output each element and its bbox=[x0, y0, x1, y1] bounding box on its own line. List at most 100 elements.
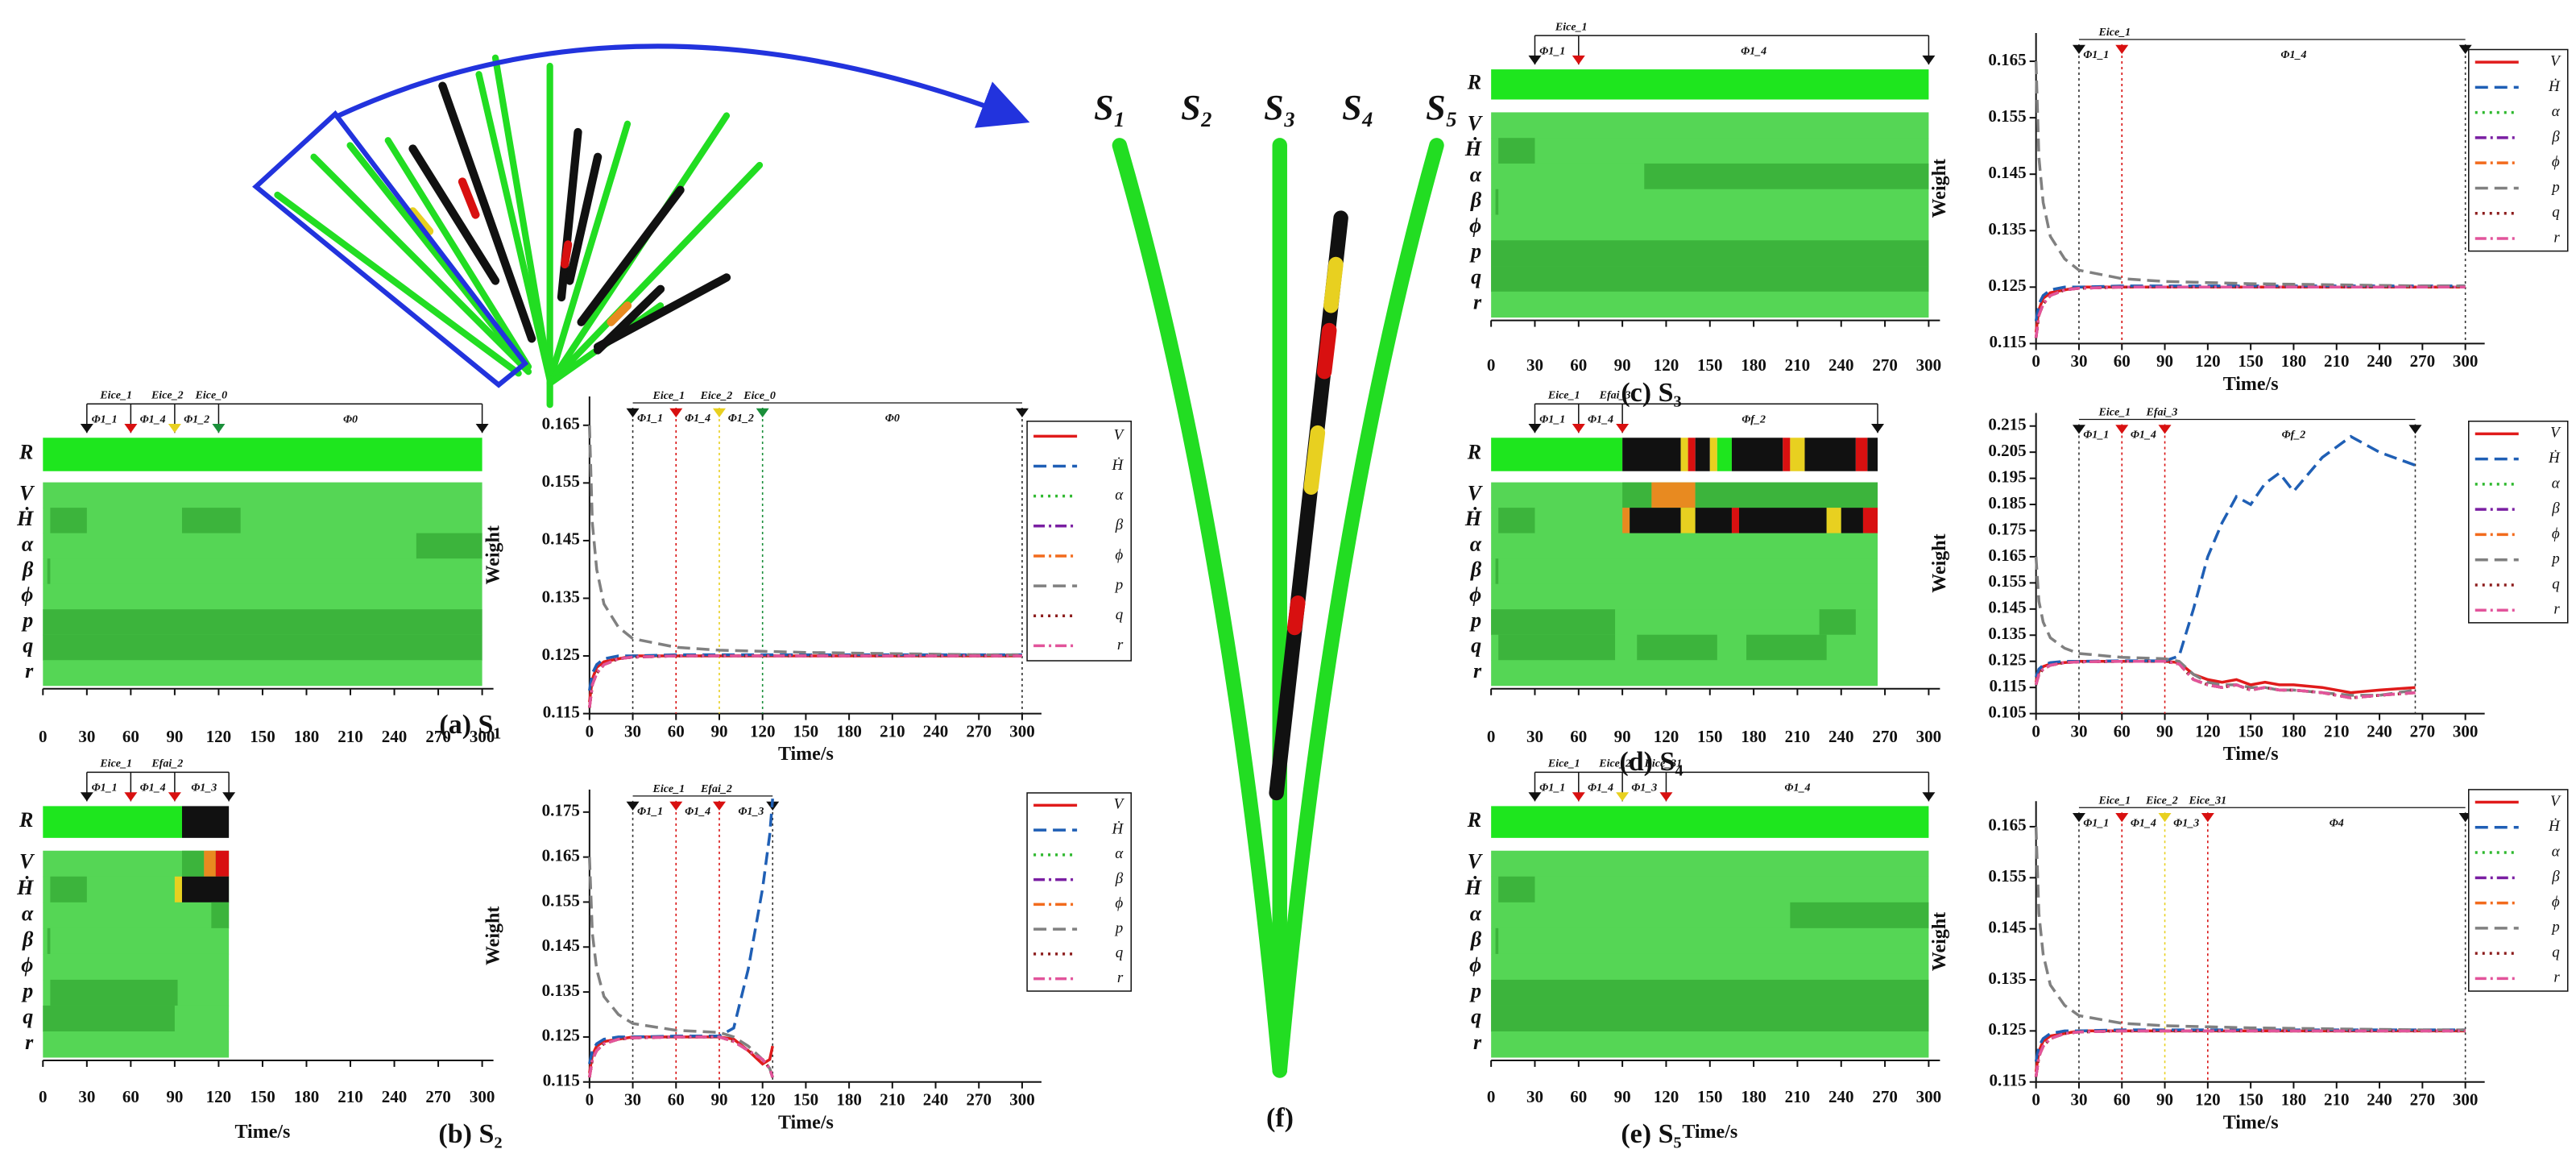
heatmap-cell bbox=[1491, 69, 1929, 100]
legend-label: V bbox=[1114, 796, 1125, 813]
event-marker bbox=[212, 424, 226, 434]
series-line bbox=[2034, 1029, 2466, 1077]
legend-label: Ḣ bbox=[2548, 78, 2561, 95]
heatmap-cell bbox=[1841, 508, 1863, 534]
x-tick-label: 240 bbox=[923, 721, 949, 741]
y-tick-label: 0.215 bbox=[1988, 415, 2026, 434]
legend-label: α bbox=[1115, 845, 1124, 862]
x-axis-label: Time/s bbox=[2223, 374, 2279, 395]
series-line bbox=[588, 857, 774, 1078]
row-label: ϕ bbox=[1469, 583, 1481, 606]
y-tick-label: 0.145 bbox=[1988, 163, 2026, 182]
x-tick-label: 120 bbox=[206, 1087, 232, 1106]
x-tick-label: 270 bbox=[425, 727, 451, 746]
event-marker bbox=[2408, 425, 2422, 434]
branch-label: S₃ bbox=[1264, 88, 1296, 127]
legend-label: α bbox=[2552, 103, 2561, 120]
legend-label: r bbox=[1117, 969, 1124, 986]
phase-annotation: Efai_3 bbox=[1599, 389, 1631, 401]
row-label: r bbox=[1473, 659, 1482, 682]
heatmap-cell bbox=[43, 438, 482, 471]
row-label: q bbox=[23, 633, 33, 657]
x-tick-label: 240 bbox=[2367, 351, 2392, 371]
x-axis-label: Time/s bbox=[2223, 744, 2279, 765]
series-line bbox=[588, 1035, 774, 1073]
phase-annotation: Φ1_1 bbox=[1539, 782, 1565, 795]
heatmap-cell bbox=[1498, 634, 1616, 661]
x-tick-label: 60 bbox=[668, 1090, 685, 1110]
phase-annotation: Φ1_4 bbox=[2131, 429, 2156, 442]
event-marker bbox=[222, 792, 236, 802]
row-label: V bbox=[1468, 850, 1484, 873]
x-tick-label: 150 bbox=[793, 721, 819, 741]
heatmap-base bbox=[1491, 953, 1929, 981]
y-tick-label: 0.125 bbox=[1988, 276, 2026, 295]
x-tick-label: 270 bbox=[966, 1090, 992, 1110]
series-line bbox=[588, 654, 1022, 708]
x-tick-label: 120 bbox=[2195, 721, 2221, 741]
x-tick-label: 270 bbox=[966, 721, 992, 741]
phase-annotation: Φ1_1 bbox=[1539, 45, 1565, 57]
series-line bbox=[2034, 556, 2416, 697]
event-marker bbox=[2201, 813, 2214, 823]
phase-annotation: Eice_1 bbox=[652, 390, 685, 402]
heatmap-cell bbox=[1855, 438, 1868, 471]
event-marker bbox=[2072, 425, 2085, 434]
heatmap-cell bbox=[43, 1005, 175, 1032]
x-tick-label: 180 bbox=[1741, 1087, 1766, 1106]
event-marker bbox=[626, 408, 640, 417]
row-label: β bbox=[1470, 189, 1482, 212]
series-line bbox=[2034, 60, 2466, 288]
branch-label: S₄ bbox=[1342, 88, 1374, 127]
heatmap-base bbox=[43, 1031, 230, 1058]
x-tick-label: 210 bbox=[338, 1087, 363, 1106]
row-label: q bbox=[23, 1005, 33, 1028]
x-tick-label: 240 bbox=[382, 1087, 408, 1106]
phase-annotation: Φ1_1 bbox=[92, 413, 118, 425]
heatmap-base bbox=[1491, 927, 1929, 955]
heatmap-cell bbox=[181, 806, 230, 838]
row-label: R bbox=[1467, 71, 1481, 94]
heatmap-base bbox=[1491, 112, 1929, 139]
legend-label: Ḣ bbox=[2548, 450, 2561, 467]
heatmap-cell bbox=[1622, 482, 1652, 508]
x-tick-label: 300 bbox=[2453, 351, 2479, 371]
heatmap-cell bbox=[1717, 438, 1732, 471]
x-tick-label: 300 bbox=[2453, 721, 2479, 741]
event-marker bbox=[626, 801, 640, 811]
phase-annotation: Φ1_3 bbox=[1631, 782, 1657, 795]
heatmap-cell bbox=[1491, 979, 1929, 1006]
x-tick-label: 210 bbox=[2324, 351, 2350, 371]
x-tick-label: 90 bbox=[166, 727, 183, 746]
legend-label: ϕ bbox=[2552, 525, 2560, 542]
x-tick-label: 270 bbox=[2410, 351, 2436, 371]
y-tick-label: 0.115 bbox=[543, 1071, 580, 1090]
heatmap-base bbox=[1491, 291, 1929, 318]
heatmap-cell bbox=[1695, 508, 1732, 534]
y-tick-label: 0.145 bbox=[1988, 917, 2026, 936]
heatmap-cell bbox=[1804, 438, 1856, 471]
series-line bbox=[2034, 285, 2466, 338]
heatmap-cell bbox=[1491, 609, 1616, 636]
x-tick-label: 270 bbox=[1872, 355, 1898, 375]
event-marker bbox=[1015, 408, 1029, 417]
series-line bbox=[588, 654, 1022, 708]
legend-label: β bbox=[2551, 500, 2560, 517]
y-tick-label: 0.175 bbox=[1988, 519, 2026, 538]
x-tick-label: 300 bbox=[1916, 1087, 1942, 1106]
legend-box bbox=[1026, 421, 1132, 662]
y-tick-label: 0.125 bbox=[542, 645, 580, 664]
event-marker bbox=[2115, 425, 2129, 434]
phase-annotation: Φ1_2 bbox=[184, 413, 209, 425]
x-tick-label: 150 bbox=[2238, 351, 2263, 371]
heatmap-base bbox=[1491, 558, 1878, 585]
y-axis-label: Weight bbox=[482, 525, 503, 584]
x-tick-label: 30 bbox=[1526, 1087, 1543, 1106]
y-tick-label: 0.155 bbox=[542, 471, 580, 491]
row-label: β bbox=[22, 558, 34, 581]
x-tick-label: 180 bbox=[2281, 721, 2307, 741]
heatmap-cell bbox=[1630, 508, 1681, 534]
x-tick-label: 120 bbox=[1654, 1087, 1679, 1106]
phase-annotation: Eice_31 bbox=[1644, 758, 1683, 770]
phase-annotation: Φ1_4 bbox=[685, 806, 710, 818]
